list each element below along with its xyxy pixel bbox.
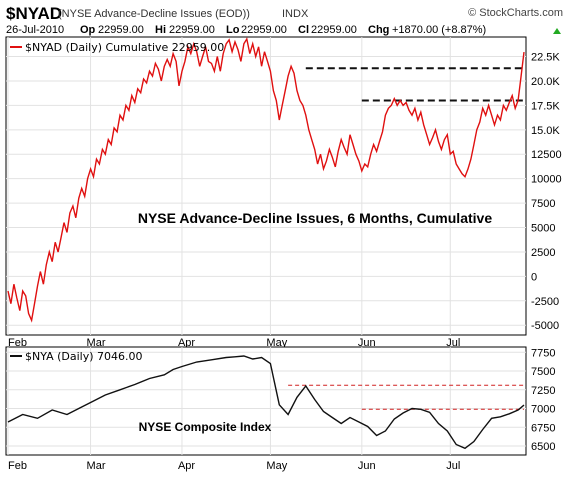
chg-value: +1870.00 (+8.87%) (392, 24, 486, 36)
x-tick-label: Jul (446, 337, 460, 349)
close-value: 22959.00 (311, 24, 357, 36)
x-tick-label: Feb (8, 337, 27, 349)
y-tick-label: 7500 (531, 198, 555, 210)
ad-panel-frame (5, 36, 527, 336)
y-tick-label: 5000 (531, 223, 555, 235)
y-tick-label: 17.5K (531, 100, 560, 112)
x-tick-label: Jun (358, 337, 376, 349)
y-tick-label: 20.0K (531, 76, 560, 88)
x-tick-label: Feb (8, 460, 27, 472)
y-tick-label: 10000 (531, 174, 562, 186)
low-value: 22959.00 (241, 24, 287, 36)
y-tick-label: 7000 (531, 404, 555, 416)
low-label: Lo (226, 24, 240, 36)
y-tick-label: 2500 (531, 247, 555, 259)
y-tick-label: 6750 (531, 422, 555, 434)
ad-cumulative-line (7, 37, 525, 323)
ad-legend-text: $NYAD (Daily) Cumulative 22959.00 (25, 41, 224, 54)
y-tick-label: 15.0K (531, 125, 560, 137)
open-value: 22959.00 (98, 24, 144, 36)
y-tick-label: 7250 (531, 385, 555, 397)
y-tick-label: 0 (531, 271, 537, 283)
y-tick-label: 12500 (531, 149, 562, 161)
y-tick-label: -2500 (531, 296, 559, 308)
x-tick-label: Mar (87, 460, 106, 472)
ad-y-axis: -5000 -2500 0 2500 5000 7500 10000 12500 15.0K 17… (531, 52, 562, 333)
composite-y-axis: 6500 6750 7000 7250 7500 7750 (531, 347, 555, 453)
y-tick-label: 22.5K (531, 52, 560, 64)
composite-legend: $NYA (Daily) 7046.00 (10, 350, 143, 363)
stockcharts-logo: © StockCharts.com (468, 7, 563, 19)
x-tick-label: Apr (178, 337, 195, 349)
y-tick-label: 6500 (531, 441, 555, 453)
symbol-full-name: (NYSE Advance-Decline Issues (EOD)) (58, 8, 250, 20)
composite-chart-annotation: NYSE Composite Index (139, 420, 272, 434)
exchange-label: INDX (282, 8, 309, 20)
y-tick-label: 7750 (531, 347, 555, 359)
ad-legend: $NYAD (Daily) Cumulative 22959.00 (10, 41, 224, 54)
high-label: Hi (155, 24, 166, 36)
x-tick-label: Jul (446, 460, 460, 472)
ad-gridlines (6, 37, 526, 335)
composite-panel: 6500 6750 7000 7250 7500 7750 Feb Mar Apr May Jun… (5, 346, 555, 472)
ad-x-axis: Feb Mar Apr May Jun Jul (8, 337, 460, 349)
composite-legend-text: $NYA (Daily) 7046.00 (25, 350, 143, 363)
y-tick-label: 7500 (531, 366, 555, 378)
composite-x-axis: Feb Mar Apr May Jun Jul (8, 460, 460, 472)
symbol-title: $NYAD (6, 4, 62, 23)
y-tick-label: -5000 (531, 320, 559, 332)
quote-date: 26-Jul-2010 (6, 24, 64, 36)
close-label: Cl (298, 24, 309, 36)
composite-reference-lines (288, 384, 524, 410)
x-tick-label: Jun (358, 460, 376, 472)
ad-reference-lines (305, 67, 524, 102)
ad-chart-annotation: NYSE Advance-Decline Issues, 6 Months, C… (138, 210, 492, 226)
x-tick-label: Apr (178, 460, 195, 472)
chg-label: Chg (368, 24, 389, 36)
x-tick-label: Mar (87, 337, 106, 349)
x-tick-label: May (266, 460, 287, 472)
open-label: Op (80, 24, 96, 36)
high-value: 22959.00 (169, 24, 215, 36)
x-tick-label: May (266, 337, 287, 349)
composite-panel-frame (5, 346, 527, 456)
composite-line (7, 355, 525, 450)
ad-line-panel: -5000 -2500 0 2500 5000 7500 10000 12500 15.0K 17… (5, 36, 562, 349)
brand-text: © StockCharts.com (468, 7, 563, 19)
up-triangle-icon (553, 28, 561, 34)
